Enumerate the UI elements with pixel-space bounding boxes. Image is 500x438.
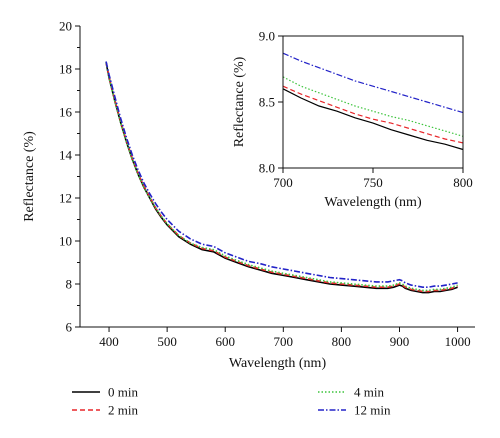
inset-y-axis-label: Reflectance (%) [232,56,247,147]
main-plot: 400 500 600 700 800 900 1000 6 8 10 12 14 16 18 20 Wave… [22,19,475,371]
inset-plot: 700 750 800 8.0 8.5 9.0 Wavelength (nm) Reflect… [232,29,473,211]
main-x-tick-label: 1000 [445,334,471,349]
inset-x-tick-label: 800 [453,175,473,190]
legend: 0 min 2 min 4 min 12 min [72,385,391,418]
legend-label-12-min: 12 min [354,403,391,418]
main-x-axis-label: Wavelength (nm) [229,356,327,371]
main-y-tick-label: 8 [66,277,73,292]
inset-x-axis-label: Wavelength (nm) [324,195,422,210]
main-y-tick-label: 10 [59,234,72,249]
main-series-2-min [105,62,458,293]
inset-series-0-min [282,88,464,151]
main-x-tick-label: 800 [332,334,352,349]
main-series-12-min [105,61,458,289]
main-y-tick-label: 6 [66,320,73,335]
inset-background [283,36,463,168]
main-series-4-min [105,62,458,292]
legend-label-0-min: 0 min [108,385,138,400]
main-y-tick-label: 18 [59,62,72,77]
main-y-tick-label: 12 [59,191,72,206]
main-y-tick-label: 16 [59,105,73,120]
main-x-tick-label: 700 [274,334,294,349]
main-x-tick-label: 900 [390,334,410,349]
inset-y-tick-label: 8.0 [259,161,275,176]
inset-series-2-min [282,85,464,144]
main-y-axis-label: Reflectance (%) [22,131,37,222]
legend-label-4-min: 4 min [354,385,384,400]
inset-series-12-min [282,52,464,114]
main-y-tick-label: 14 [59,148,73,163]
main-x-tick-label: 600 [215,334,235,349]
main-x-tick-label: 400 [99,334,119,349]
legend-label-2-min: 2 min [108,403,138,418]
inset-x-tick-label: 700 [273,175,293,190]
inset-series-4-min [282,76,464,137]
inset-y-tick-label: 8.5 [259,95,275,110]
inset-y-tick-label: 9.0 [259,29,275,44]
main-x-tick-label: 500 [157,334,177,349]
inset-x-tick-label: 750 [363,175,383,190]
main-y-tick-label: 20 [59,19,72,34]
